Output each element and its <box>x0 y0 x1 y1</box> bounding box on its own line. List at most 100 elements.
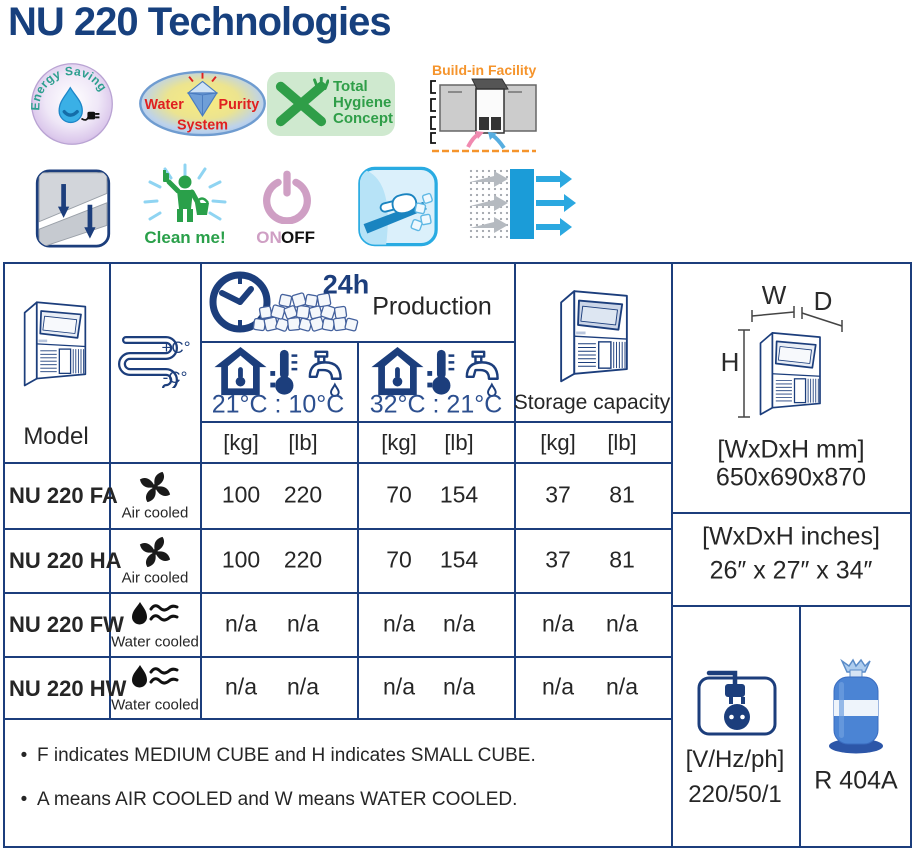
cell-st-kg: n/a <box>542 673 574 700</box>
water-drop-waves-icon <box>132 602 179 625</box>
cell-p32-lb: n/a <box>443 673 475 700</box>
fan-icon <box>139 471 171 503</box>
cell-p21-kg: n/a <box>225 673 257 700</box>
power-button-icon <box>263 170 311 224</box>
cell-p21-kg: 100 <box>221 481 261 508</box>
machine-outline-icon <box>759 332 821 416</box>
cooling-label: Air cooled <box>121 569 189 587</box>
divider <box>799 605 801 848</box>
cooling-label: Water cooled <box>111 633 199 651</box>
build-in-diagram-icon <box>430 78 537 153</box>
lb-header: [lb] <box>444 430 474 455</box>
temp-warm-label: 32°C : 21°C <box>369 390 503 419</box>
sliding-door-panel-icon <box>35 169 111 248</box>
clean-me-icon <box>143 163 227 222</box>
cell-p32-lb: n/a <box>443 610 475 637</box>
hygiene-line2: Hygiene <box>333 94 392 111</box>
gas-canister-icon <box>829 658 883 754</box>
divider <box>3 528 673 530</box>
divider <box>200 341 516 343</box>
divider <box>671 605 912 607</box>
lb-header: [lb] <box>288 430 318 455</box>
ice-machine-icon <box>23 301 87 387</box>
cell-p21-kg: 100 <box>221 546 261 573</box>
divider <box>3 592 673 594</box>
divider <box>3 462 673 464</box>
divider <box>200 421 673 423</box>
cooling-label: Water cooled <box>111 696 199 714</box>
table-outer-border <box>3 262 912 848</box>
model-header: Model <box>23 423 89 450</box>
cell-p32-kg: 70 <box>386 546 412 573</box>
cell-p32-kg: n/a <box>383 610 415 637</box>
storage-header: Storage capacity <box>513 391 671 414</box>
ice-pile-icon <box>252 292 359 332</box>
water-drop-waves-icon <box>132 665 179 688</box>
dims-mm-value: 650x690x870 <box>715 463 867 492</box>
air-flow-arrows-icon <box>470 169 576 239</box>
house-thermometer-faucet-icon <box>371 346 499 398</box>
lb-header: [lb] <box>607 430 637 455</box>
divider <box>3 656 673 658</box>
cell-p32-kg: 70 <box>386 481 412 508</box>
cooling-label: Air cooled <box>121 504 189 522</box>
water-purity-system-icon: Water Purity System <box>139 70 266 137</box>
divider <box>200 262 202 718</box>
dims-in-label: [WxDxH inches] <box>702 522 880 551</box>
page-title: NU 220 Technologies <box>8 0 392 44</box>
production-header: Production <box>372 292 492 321</box>
cell-st-kg: n/a <box>542 610 574 637</box>
height-label: H <box>721 347 740 377</box>
divider <box>514 262 516 718</box>
cell-p32-kg: n/a <box>383 673 415 700</box>
cell-p21-lb: 220 <box>283 546 323 573</box>
model-name: NU 220 FA <box>9 483 118 508</box>
cell-st-lb: 81 <box>609 481 635 508</box>
water-label: Water <box>145 97 185 113</box>
kg-header: [kg] <box>381 430 417 455</box>
clock-icon <box>209 271 271 333</box>
cell-st-lb: n/a <box>606 610 638 637</box>
system-label: System <box>177 117 228 133</box>
hygiene-line1: Total <box>333 78 368 95</box>
purity-label: Purity <box>219 97 260 113</box>
cell-st-kg: 37 <box>545 546 571 573</box>
knife-fork-icon <box>275 77 329 127</box>
temp-cool-label: 21°C : 10°C <box>211 390 345 419</box>
power-value: 220/50/1 <box>688 781 782 808</box>
energy-saving-icon: Energy Saving <box>30 63 113 145</box>
cell-st-kg: 37 <box>545 481 571 508</box>
cell-p32-lb: 154 <box>439 546 479 573</box>
coil-minus-label: -C° <box>162 368 188 387</box>
divider <box>671 512 912 514</box>
cell-st-lb: 81 <box>609 546 635 573</box>
ice-scoop-icon <box>358 166 438 247</box>
cell-p21-lb: n/a <box>287 610 319 637</box>
dims-mm-label: [WxDxH mm] <box>717 435 865 464</box>
storage-bin-machine-icon <box>560 290 628 383</box>
divider <box>671 262 673 848</box>
build-in-facility-label: Build-in Facility <box>432 62 537 78</box>
fan-icon <box>139 536 171 568</box>
hygiene-line3: Concept <box>333 110 393 127</box>
air-flow-filter-icon <box>468 166 578 242</box>
power-label: [V/Hz/ph] <box>685 746 785 773</box>
cell-p32-lb: 154 <box>439 481 479 508</box>
model-name: NU 220 FW <box>9 612 124 637</box>
coil-plus-label: +C° <box>161 338 191 357</box>
build-in-facility-icon: Build-in Facility <box>428 62 540 154</box>
cell-p21-lb: n/a <box>287 673 319 700</box>
kg-header: [kg] <box>540 430 576 455</box>
off-label: OFF <box>281 228 315 247</box>
total-hygiene-concept-icon: Total Hygiene Concept <box>267 72 395 136</box>
on-label: ON <box>256 228 282 247</box>
clean-me-label: Clean me! <box>144 228 226 247</box>
plug-socket-icon <box>697 670 777 736</box>
footnote: F indicates MEDIUM CUBE and H indicates … <box>37 745 536 766</box>
kg-header: [kg] <box>223 430 259 455</box>
divider <box>109 262 111 718</box>
note-bullet: • <box>20 789 28 810</box>
cell-p21-lb: 220 <box>283 481 323 508</box>
depth-label: D <box>814 286 833 316</box>
hours-label: 24h <box>322 269 370 300</box>
